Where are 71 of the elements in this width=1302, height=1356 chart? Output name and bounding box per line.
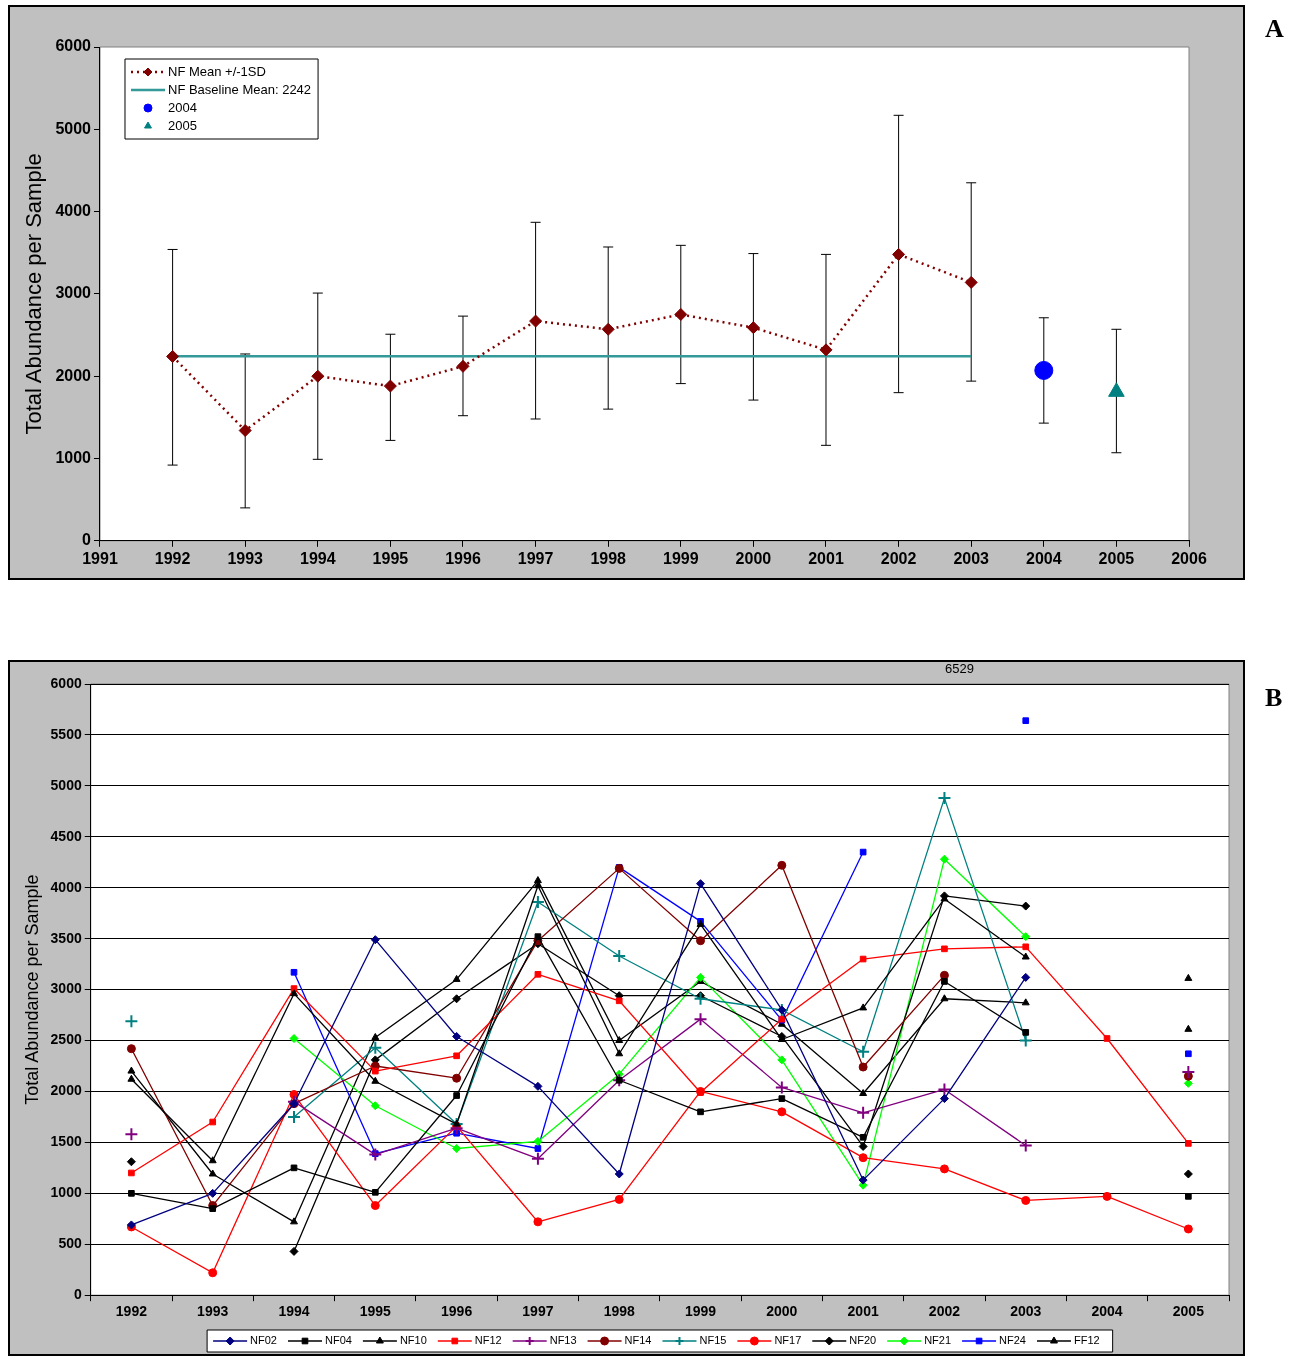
- legend-label: NF02: [250, 1334, 277, 1347]
- legend-label: NF12: [474, 1334, 502, 1347]
- legend-label: NF15: [699, 1334, 727, 1347]
- legend-label: 2004: [167, 99, 197, 115]
- x-tick-label: 2001: [847, 1303, 879, 1320]
- x-tick-label: 1993: [227, 549, 264, 567]
- y-tick-label: 5500: [50, 725, 82, 742]
- legend-label: NF04: [324, 1334, 352, 1347]
- y-tick-label: 0: [82, 531, 92, 549]
- x-tick-label: 1997: [517, 549, 554, 567]
- x-tick-label: 1995: [359, 1303, 392, 1320]
- x-tick-label: 1996: [445, 549, 481, 567]
- x-tick-label: 1998: [590, 549, 627, 567]
- y-tick-label: 2500: [50, 1031, 82, 1048]
- legend-label: NF Baseline Mean: 2242: [167, 81, 312, 97]
- x-tick-label: 1999: [684, 1303, 717, 1320]
- x-tick-label: 2005: [1172, 1303, 1205, 1320]
- x-tick-label: 2003: [953, 549, 990, 567]
- x-tick-label: 2000: [766, 1303, 798, 1320]
- x-tick-label: 1996: [441, 1303, 473, 1320]
- y-tick-label: 500: [58, 1235, 82, 1252]
- x-tick-label: 2004: [1091, 1303, 1123, 1320]
- y-tick-label: 3500: [50, 929, 82, 946]
- y-axis-title: Total Abundance per Sample: [21, 153, 47, 435]
- legend-label: NF24: [999, 1334, 1026, 1347]
- y-tick-label: 0: [73, 1286, 82, 1303]
- x-tick-label: 2004: [1026, 549, 1062, 567]
- x-tick-label: 2002: [928, 1303, 961, 1320]
- legend-label: NF20: [849, 1334, 877, 1347]
- text: 6529: [945, 661, 974, 677]
- y-tick-label: 5000: [55, 119, 92, 137]
- legend-label: NF Mean +/-1SD: [167, 63, 266, 79]
- x-tick-label: 1997: [522, 1303, 554, 1320]
- y-tick-label: 3000: [55, 284, 92, 302]
- legend-label: NF14: [624, 1334, 652, 1347]
- legend-label: 2005: [167, 117, 197, 133]
- x-tick-label: 1992: [154, 549, 191, 567]
- y-tick-label: 4000: [55, 202, 92, 220]
- x-tick-label: 1994: [300, 549, 336, 567]
- y-axis-title: Total Abundance per Sample: [21, 874, 42, 1105]
- x-tick-label: 1995: [372, 549, 409, 567]
- x-tick-label: 1993: [197, 1303, 229, 1320]
- x-tick-label: 1994: [278, 1303, 310, 1320]
- x-tick-label: 1991: [82, 549, 118, 567]
- legend-label: NF17: [774, 1334, 802, 1347]
- x-tick-label: 1992: [115, 1303, 148, 1320]
- x-tick-label: 1998: [603, 1303, 635, 1320]
- y-tick-label: 3000: [50, 980, 82, 997]
- text: A: [1265, 14, 1284, 44]
- x-tick-label: 2003: [1010, 1303, 1042, 1320]
- y-tick-label: 4500: [50, 827, 82, 844]
- text: B: [1265, 683, 1283, 713]
- x-tick-label: 2000: [735, 549, 772, 567]
- y-tick-label: 6000: [50, 674, 82, 691]
- y-tick-label: 1500: [50, 1133, 82, 1150]
- x-tick-label: 2005: [1098, 549, 1135, 567]
- y-tick-label: 4000: [50, 878, 82, 895]
- legend-label: NF10: [399, 1334, 427, 1347]
- x-tick-label: 1999: [663, 549, 699, 567]
- x-tick-label: 2006: [1171, 549, 1207, 567]
- y-tick-label: 1000: [50, 1184, 82, 1201]
- y-tick-label: 1000: [55, 448, 92, 466]
- y-tick-label: 2000: [50, 1082, 82, 1099]
- legend-label: NF13: [549, 1334, 577, 1347]
- legend-label: NF21: [924, 1334, 952, 1347]
- y-tick-label: 5000: [50, 776, 82, 793]
- x-tick-label: 2001: [808, 549, 844, 567]
- legend-label: FF12: [1073, 1334, 1100, 1347]
- y-tick-label: 2000: [55, 366, 92, 384]
- y-tick-label: 6000: [55, 37, 92, 55]
- x-tick-label: 2002: [880, 549, 917, 567]
